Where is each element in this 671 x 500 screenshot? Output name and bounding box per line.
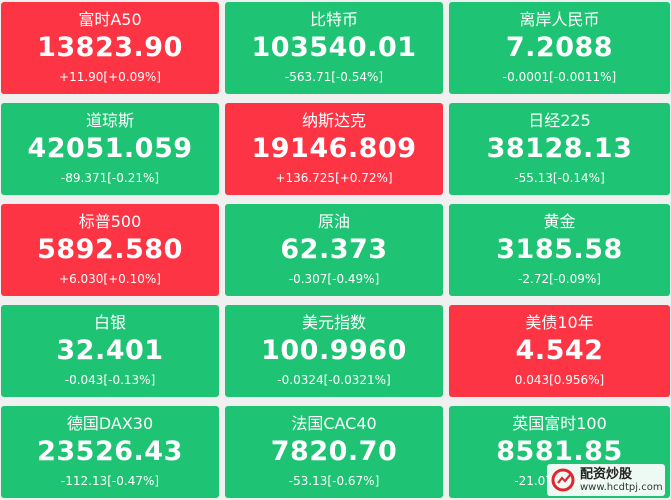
- tile-price: 23526.43: [37, 436, 183, 467]
- tile-name: 比特币: [309, 10, 358, 29]
- site-watermark: 配资炒股 www.hcdtpj.com: [547, 464, 665, 496]
- quote-tile-sp500[interactable]: 标普500 5892.580 +6.030[+0.10%]: [1, 204, 219, 296]
- tile-change: -53.13[-0.67%]: [288, 474, 380, 488]
- quote-tile-bitcoin[interactable]: 比特币 103540.01 -563.71[-0.54%]: [225, 2, 443, 94]
- tile-name: 英国富时100: [512, 414, 607, 433]
- quote-tile-silver[interactable]: 白银 32.401 -0.043[-0.13%]: [1, 305, 219, 397]
- tile-price: 38128.13: [486, 133, 633, 164]
- tile-name: 原油: [317, 212, 350, 231]
- quote-tile-crude-oil[interactable]: 原油 62.373 -0.307[-0.49%]: [225, 204, 443, 296]
- quote-tile-us-dollar-index[interactable]: 美元指数 100.9960 -0.0324[-0.0321%]: [225, 305, 443, 397]
- tile-change: -55.13[-0.14%]: [514, 171, 605, 185]
- tile-price: 42051.059: [27, 133, 193, 164]
- watermark-name: 配资炒股: [580, 466, 633, 482]
- tile-price: 32.401: [56, 335, 164, 366]
- tile-change: +6.030[+0.10%]: [59, 272, 161, 286]
- tile-change: -0.043[-0.13%]: [64, 373, 156, 387]
- tile-name: 黄金: [543, 212, 576, 231]
- quote-tile-nasdaq[interactable]: 纳斯达克 19146.809 +136.725[+0.72%]: [225, 103, 443, 195]
- tile-price: 100.9960: [261, 335, 407, 366]
- quote-tile-dax30[interactable]: 德国DAX30 23526.43 -112.13[-0.47%]: [1, 406, 219, 498]
- tile-name: 白银: [93, 313, 126, 332]
- quote-tile-dow-jones[interactable]: 道琼斯 42051.059 -89.371[-0.21%]: [1, 103, 219, 195]
- tile-price: 3185.58: [496, 234, 623, 265]
- tile-price: 103540.01: [251, 32, 417, 63]
- tile-name: 标普500: [78, 212, 142, 231]
- tile-name: 美元指数: [301, 313, 366, 332]
- tile-price: 13823.90: [37, 32, 183, 63]
- tile-change: -0.0324[-0.0321%]: [277, 373, 391, 387]
- quote-tile-nikkei-225[interactable]: 日经225 38128.13 -55.13[-0.14%]: [449, 103, 670, 195]
- tile-change: 0.043[0.956%]: [514, 373, 605, 387]
- tile-price: 7.2088: [505, 32, 614, 63]
- tile-name: 法国CAC40: [291, 414, 377, 433]
- tile-change: -2.72[-0.09%]: [518, 272, 601, 286]
- tile-name: 纳斯达克: [301, 111, 366, 130]
- tile-price: 8581.85: [496, 436, 623, 467]
- tile-name: 富时A50: [78, 10, 142, 29]
- tile-change: -0.0001[-0.0011%]: [502, 70, 617, 84]
- quote-tile-us-10y-treasury[interactable]: 美债10年 4.542 0.043[0.956%]: [449, 305, 670, 397]
- tile-change: +11.90[+0.09%]: [59, 70, 161, 84]
- tile-name: 日经225: [528, 111, 591, 130]
- tile-name: 美债10年: [525, 313, 594, 332]
- tile-change: +136.725[+0.72%]: [275, 171, 393, 185]
- tile-price: 62.373: [280, 234, 388, 265]
- tile-change: -0.307[-0.49%]: [288, 272, 380, 286]
- quote-tile-ftse-china-a50[interactable]: 富时A50 13823.90 +11.90[+0.09%]: [1, 2, 219, 94]
- quote-tile-offshore-rmb[interactable]: 离岸人民币 7.2088 -0.0001[-0.0011%]: [449, 2, 670, 94]
- tile-name: 离岸人民币: [519, 10, 600, 29]
- quote-tile-cac40[interactable]: 法国CAC40 7820.70 -53.13[-0.67%]: [225, 406, 443, 498]
- tile-change: -563.71[-0.54%]: [284, 70, 384, 84]
- watermark-url: www.hcdtpj.com: [580, 481, 663, 493]
- quote-tile-gold[interactable]: 黄金 3185.58 -2.72[-0.09%]: [449, 204, 670, 296]
- tile-name: 道琼斯: [85, 111, 134, 130]
- tile-price: 5892.580: [37, 234, 183, 265]
- stock-logo-icon: [551, 468, 575, 492]
- tile-name: 德国DAX30: [66, 414, 154, 433]
- tile-change: -112.13[-0.47%]: [60, 474, 160, 488]
- tile-change: -89.371[-0.21%]: [60, 171, 160, 185]
- tile-price: 4.542: [515, 335, 604, 366]
- tile-price: 19146.809: [251, 133, 417, 164]
- tile-price: 7820.70: [270, 436, 398, 467]
